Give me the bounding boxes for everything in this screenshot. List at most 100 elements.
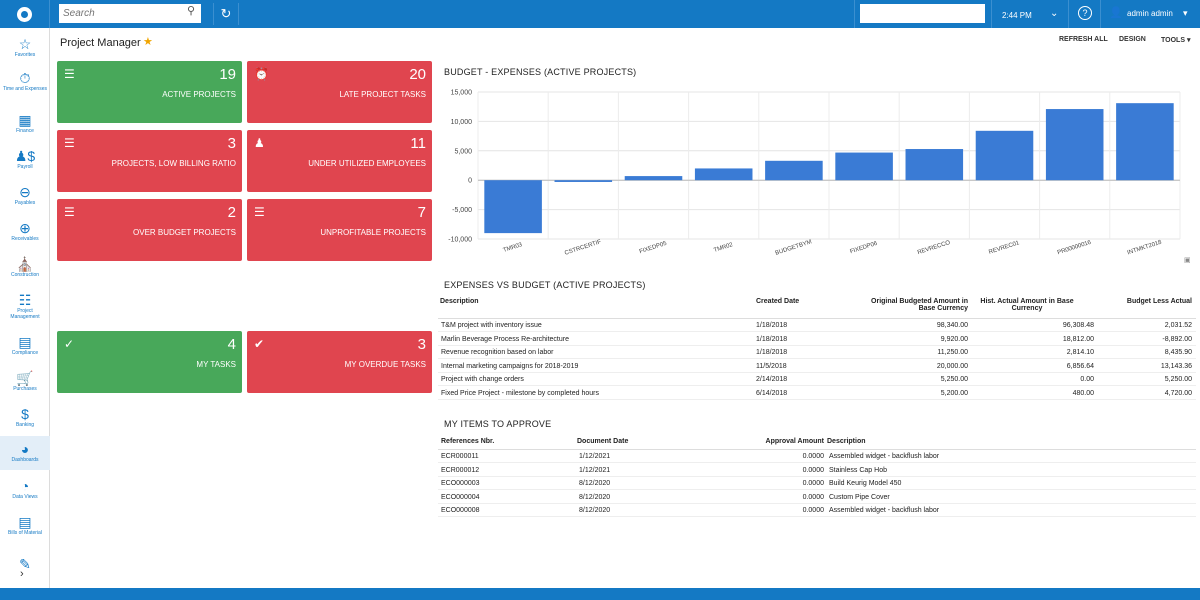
table-row[interactable]: ECO000003 8/12/2020 0.0000 Build Keurig Mod… [438,477,1196,490]
table-row[interactable]: Project with change orders 2/14/2018 5,250… [438,373,1196,386]
branch-selector[interactable] [860,4,985,23]
sidebar-item-receivables[interactable]: ⊕ Receivables [0,220,50,242]
favorite-star-icon[interactable]: ★ [143,36,153,48]
approve-section-title: MY ITEMS TO APPROVE [444,419,552,429]
sidebar-item-construction[interactable]: ⛪ Construction [0,256,50,278]
user-icon[interactable]: 👤 [1109,7,1123,19]
tile-late-project-tasks[interactable]: ⏰ 20 LATE PROJECT TASKS [247,61,432,123]
project-icon: ☰ [254,205,265,219]
help-icon[interactable]: ? [1078,6,1092,20]
toolbar-divider [1068,0,1069,28]
history-icon[interactable]: ↻ [213,3,239,25]
sidebar-item-payroll[interactable]: ♟$ Payroll [0,148,50,170]
cell-reference-nbr: ECO000008 [441,507,480,514]
tile-my-tasks[interactable]: ✓ 4 MY TASKS [57,331,242,393]
tile-label: LATE PROJECT TASKS [339,90,426,99]
chevron-down-icon[interactable]: ⌄ [1050,8,1059,19]
x-tick-label: TMR02 [713,242,734,254]
cart-icon: 🛒 [16,370,34,386]
sidebar-item-favorites[interactable]: ☆ Favorites [0,36,50,58]
table-row[interactable]: ECO000004 8/12/2020 0.0000 Custom Pipe Cove… [438,491,1196,504]
sidebar: ☆ Favorites ⏱ Time and Expenses ▦ Financ… [0,28,50,590]
design-button[interactable]: DESIGN [1119,36,1146,43]
column-header-approval-amount[interactable]: Approval Amount [765,438,824,445]
app-logo[interactable] [0,0,50,28]
expenses-section-title: EXPENSES VS BUDGET (ACTIVE PROJECTS) [444,280,646,290]
column-header-description[interactable]: Description [440,298,479,305]
cell-approval-amount: 0.0000 [802,493,824,501]
column-header-document-date[interactable]: Document Date [577,438,629,445]
project-icon: ☰ [64,136,75,150]
tile-label: PROJECTS, LOW BILLING RATIO [111,159,236,168]
table-row[interactable]: ECR000011 1/12/2021 0.0000 Assembled widget… [438,450,1196,463]
user-name[interactable]: admin admin [1127,9,1173,18]
table-row[interactable]: Marlin Beverage Process Re-architecture 1… [438,333,1196,346]
sidebar-item-compliance[interactable]: ▤ Compliance [0,334,50,356]
grid-header-divider [438,318,1196,319]
cell-hist-actual: 18,812.00 [1062,335,1094,343]
cell-created-date: 6/14/2018 [756,389,788,397]
sidebar-item-purchases[interactable]: 🛒 Purchases [0,370,50,392]
tile-label: UNPROFITABLE PROJECTS [320,228,426,237]
tile-under-utilized-employees[interactable]: ♟ 11 UNDER UTILIZED EMPLOYEES [247,130,432,192]
cell-budget-less-actual: 5,250.00 [1164,376,1192,383]
search-input[interactable] [59,4,201,23]
tools-menu-button[interactable]: TOOLS ▾ [1161,36,1190,44]
tile-value: 4 [227,336,236,353]
tile-projects-low-billing-ratio[interactable]: ☰ 3 PROJECTS, LOW BILLING RATIO [57,130,242,192]
caret-down-icon: ▾ [1186,37,1191,44]
table-row[interactable]: ECR000012 1/12/2021 0.0000 Stainless Cap Ho… [438,464,1196,477]
cell-original-budget: 5,250.00 [940,376,968,383]
sidebar-item-payables[interactable]: ⊖ Payables [0,184,50,206]
sidebar-item-more[interactable]: ✎ [0,556,50,572]
table-row[interactable]: Fixed Price Project - milestone by compl… [438,387,1196,400]
sidebar-item-bills-of-material[interactable]: ▤ Bills of Material [0,514,50,536]
cell-description: Fixed Price Project - milestone by compl… [441,389,599,397]
tile-label: MY TASKS [196,360,236,369]
cell-reference-nbr: ECR000012 [441,466,480,474]
sidebar-item-time-and-expenses[interactable]: ⏱ Time and Expenses [0,70,50,92]
search-icon[interactable]: ⚲ [187,5,196,17]
cell-original-budget: 9,920.00 [940,335,968,343]
refresh-all-button[interactable]: REFRESH ALL [1059,36,1108,43]
cell-document-date: 8/12/2020 [579,507,611,514]
column-header-description[interactable]: Description [827,438,866,445]
cell-created-date: 1/18/2018 [756,335,788,343]
cell-original-budget: 11,250.00 [937,349,968,356]
chevron-right-icon[interactable]: › [20,568,24,580]
column-header-original-budget[interactable]: Original Budgeted Amount in Base Currenc… [830,298,968,312]
table-row[interactable]: Internal marketing campaigns for 2018-20… [438,360,1196,373]
sidebar-item-label: Finance [16,128,34,134]
column-header-hist-actual[interactable]: Hist. Actual Amount in Base Currency [972,298,1082,312]
cell-description: Project with change orders [441,376,524,383]
column-header-created-date[interactable]: Created Date [756,298,800,305]
bar-budgetbym [765,160,823,181]
sidebar-item-project-management[interactable]: ☷ Project Management [0,292,50,320]
cell-approval-amount: 0.0000 [802,453,824,460]
column-header-reference-nbr[interactable]: References Nbr. [441,438,495,445]
table-row[interactable]: ECO000008 8/12/2020 0.0000 Assembled widget… [438,504,1196,517]
bar-pr00000016 [1045,109,1104,181]
tile-over-budget-projects[interactable]: ☰ 2 OVER BUDGET PROJECTS [57,199,242,261]
tile-active-projects[interactable]: ☰ 19 ACTIVE PROJECTS [57,61,242,123]
tile-my-overdue-tasks[interactable]: ✔ 3 MY OVERDUE TASKS [247,331,432,393]
table-row[interactable]: Revenue recognition based on labor 1/18/2… [438,346,1196,359]
chart-export-icon[interactable]: ▣ [1184,257,1191,264]
cell-description: Assembled widget - backflush labor [829,453,940,460]
sidebar-item-finance[interactable]: ▦ Finance [0,112,50,134]
cell-document-date: 1/12/2021 [579,453,611,460]
tools-label: TOOLS [1161,37,1185,44]
cell-reference-nbr: ECO000004 [441,493,480,501]
tile-value: 3 [417,336,426,353]
sidebar-item-data-views[interactable]: ◔ Data Views [0,478,50,500]
tile-unprofitable-projects[interactable]: ☰ 7 UNPROFITABLE PROJECTS [247,199,432,261]
table-row[interactable]: T&M project with inventory issue 1/18/201… [438,319,1196,332]
tile-value: 3 [227,135,236,152]
logo-icon [17,6,32,22]
tile-value: 19 [219,66,236,83]
sidebar-item-banking[interactable]: $ Banking [0,406,50,428]
chevron-down-icon[interactable]: ▾ [1183,8,1188,18]
top-bar: ⚲ ↻ 2:44 PM ⌄ ? 👤 admin admin ▾ [0,0,1200,28]
column-header-budget-less-actual[interactable]: Budget Less Actual [1126,298,1192,305]
sidebar-item-dashboards[interactable]: ◕ Dashboards [0,436,50,470]
